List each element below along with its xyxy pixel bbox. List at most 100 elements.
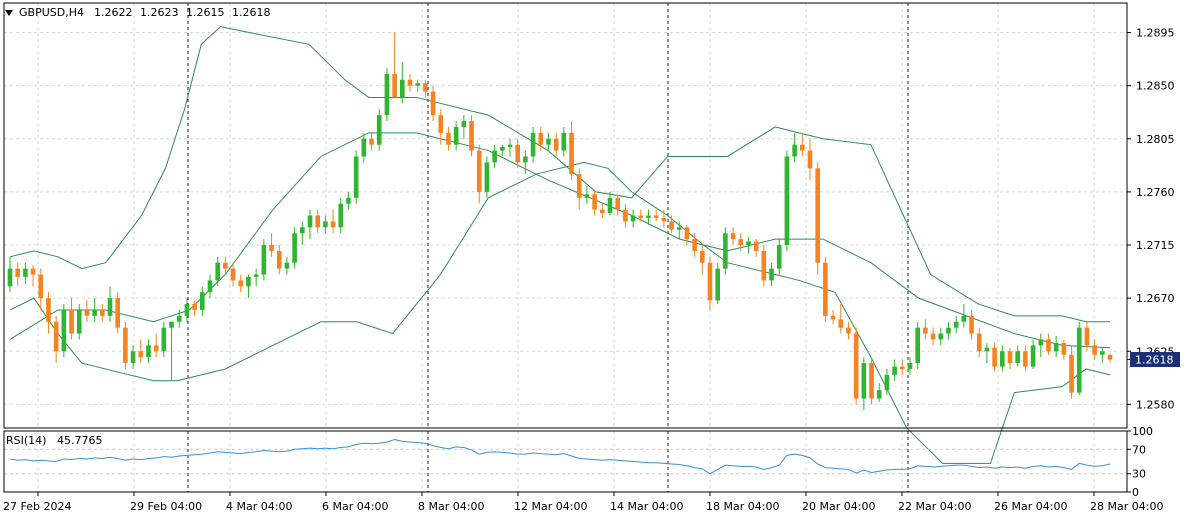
candle-body [269,245,274,251]
candle [53,315,59,364]
candle-body [676,227,682,230]
candle-body [253,274,259,277]
candle [869,357,874,405]
candle [430,85,436,122]
candle-body [1100,351,1105,355]
candle-body [1030,345,1036,367]
candle-body [453,126,459,145]
candle [976,327,982,358]
candle-body [207,280,213,293]
candle-body [1023,351,1028,367]
candle [530,126,536,163]
candle [38,268,44,310]
candle [453,121,459,151]
candle [823,256,828,322]
candle [223,256,228,275]
candle-body [1061,343,1067,355]
candle [7,256,13,293]
candle-body [892,366,897,375]
price-tick-label: 1.2670 [1136,292,1175,305]
candle-body [1015,351,1020,364]
candle [523,150,528,175]
candle-body [84,309,90,316]
candle [846,321,851,340]
price-tick-label: 1.2580 [1136,398,1175,411]
candle [630,209,636,228]
candle [84,300,90,322]
candle [253,268,259,287]
candle [46,292,51,334]
candle [192,300,197,316]
candle [930,327,936,346]
rsi-line [9,439,1111,475]
candle-body [707,262,713,301]
candle [100,304,105,322]
candle [553,132,559,157]
candle [115,292,120,334]
candle-body [346,197,351,204]
candle-body [376,115,382,145]
candle [353,150,359,204]
candle-body [553,138,559,151]
candle [615,194,620,216]
candle [623,203,628,228]
candle [907,357,913,375]
candle [776,239,782,275]
current-price-tag [1130,352,1180,368]
candle-body [761,250,767,281]
candle [838,304,844,334]
candle-body [107,298,113,316]
collapse-triangle-icon[interactable] [5,10,13,16]
price-tick-label: 1.2760 [1136,186,1175,199]
candle [807,138,813,181]
candle-body [730,233,736,240]
candle [423,79,428,98]
candle [276,245,282,275]
candle-body [592,194,597,210]
candle [184,298,190,322]
candle-body [569,132,574,175]
candle-body [500,147,505,151]
candle [676,221,682,240]
candle-body [630,215,636,222]
candle-body [53,321,59,352]
candle [923,319,928,340]
candle-body [461,121,467,127]
time-tick-label: 18 Mar 04:00 [706,500,779,513]
candle-body [169,321,174,328]
candle-body [784,156,790,246]
candle [584,185,590,204]
candle [292,227,297,269]
candle-body [646,215,651,218]
candle-body [1046,339,1051,352]
candle [684,224,690,246]
candle-body [869,363,874,399]
candle-body [915,327,920,364]
price-tick-label: 1.2805 [1136,133,1175,146]
candle [892,359,897,381]
main-pane-frame [3,2,1128,429]
price-tick-label: 1.2850 [1136,80,1175,93]
candle [1015,345,1020,367]
candle [538,126,544,151]
candle [876,383,882,403]
candle-body [923,327,928,334]
candle-body [930,333,936,340]
candle [638,209,644,222]
candle-body [92,309,97,316]
candle [600,203,605,218]
candle-body [7,268,13,287]
candle [561,126,567,157]
candle [507,138,513,157]
candle-body [415,83,420,86]
candle-body [246,276,251,287]
candle-body [1069,354,1074,393]
candle-body [515,144,520,163]
rsi-tick-label: 30 [1132,468,1146,481]
candle-body [15,268,20,277]
candle [176,309,182,328]
candle [1100,347,1105,364]
candle-body [815,168,820,263]
time-tick-label: 12 Mar 04:00 [514,500,587,513]
